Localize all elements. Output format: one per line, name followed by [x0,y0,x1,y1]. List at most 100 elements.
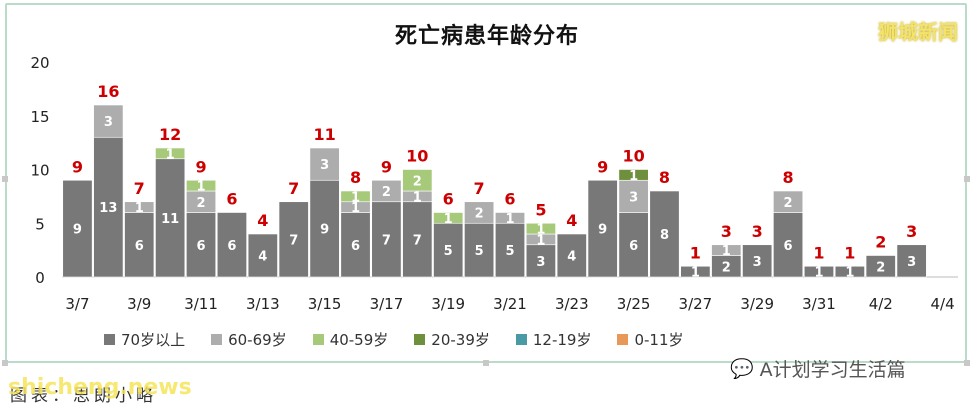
bar-total-label: 9 [195,157,206,176]
segment-value-label: 3 [907,255,916,270]
resize-handle-left[interactable] [2,176,8,182]
segment-value-label: 1 [351,201,360,216]
x-tick-label: 3/31 [802,295,836,313]
resize-handle-bottom-left[interactable] [2,360,8,366]
y-tick-label: 20 [30,54,49,72]
wechat-account-label: A计划学习生活篇 [759,359,906,381]
x-tick-label: 4/2 [869,295,893,313]
bar-total-label: 6 [504,190,515,209]
segment-value-label: 1 [351,190,360,205]
bar-segment [278,201,309,278]
x-tick-label: 3/21 [493,295,527,313]
x-tick-label: 3/9 [127,295,151,313]
bar-segment [711,244,742,256]
bar-segment [618,169,649,181]
segment-value-label: 7 [289,233,298,248]
bar-segment [309,147,340,181]
legend-label: 0-11岁 [634,331,684,349]
y-tick-label: 10 [30,162,49,180]
segment-value-label: 2 [475,207,484,222]
segment-value-label: 8 [660,228,669,243]
legend-swatch [104,334,115,345]
segment-value-label: 5 [444,244,453,259]
bar-total-label: 7 [288,179,299,198]
segment-value-label: 9 [320,223,329,238]
x-tick-label: 3/15 [308,295,342,313]
bar-segment [186,179,217,192]
bar-segment [495,212,525,224]
bar-total-label: 11 [313,125,335,144]
resize-handle-right[interactable] [964,176,970,182]
bar-segment [742,244,773,278]
bar-total-label: 2 [875,233,886,252]
segment-value-label: 7 [382,233,391,248]
bar-segment [124,212,155,278]
segment-value-label: 1 [444,212,453,227]
segment-value-label: 1 [814,266,823,281]
bar-segment [433,222,464,278]
x-tick-label: 3/13 [246,295,280,313]
bar-total-label: 10 [622,147,644,166]
bar-segment [340,212,371,278]
bar-total-label: 4 [566,211,577,230]
segment-value-label: 9 [73,223,82,238]
bar-total-label: 3 [906,222,917,241]
legend-swatch [312,334,324,345]
resize-handle-bottom-right[interactable] [964,360,970,366]
segment-value-label: 6 [135,239,144,254]
legend-item: 0-11岁 [617,329,684,350]
bar-total-label: 7 [474,179,485,198]
bar-segment [803,265,834,278]
bar-segment [340,190,371,203]
bar-segment [124,201,155,213]
legend-item: 12-19岁 [515,329,591,350]
bar-total-label: 9 [597,157,608,176]
segment-value-label: 2 [722,260,731,275]
segment-value-label: 4 [567,250,576,265]
bar-segment [93,104,124,138]
segment-value-label: 6 [197,239,206,254]
bar-total-label: 8 [659,168,670,187]
segment-value-label: 2 [784,196,793,211]
legend-label: 60-69岁 [228,331,287,349]
bar-segment [155,147,186,160]
bar-segment [62,179,93,278]
segment-value-label: 1 [166,147,175,162]
legend-label: 40-59岁 [329,331,389,349]
bar-segment [773,212,804,278]
segment-value-label: 1 [536,223,545,238]
bar-segment [464,222,495,278]
bar-segment [773,190,804,213]
bar-total-label: 10 [406,147,428,166]
x-tick-label: 3/7 [65,295,89,313]
bar-segment [649,190,680,278]
bar-total-label: 12 [159,125,181,144]
x-tick-label: 3/29 [740,295,774,313]
x-tick-label: 3/27 [679,295,713,313]
bar-total-label: 1 [813,243,824,262]
legend-swatch [617,334,629,345]
segment-value-label: 5 [475,244,484,259]
segment-value-label: 3 [536,255,545,270]
resize-handle-bottom[interactable] [483,360,489,366]
bar-segment [402,169,433,192]
x-tick-label: 4/4 [930,295,954,313]
bar-segment [495,222,525,278]
bar-segment [309,179,340,278]
bar-segment [865,255,896,278]
bar-segment [618,179,649,213]
segment-value-label: 2 [197,196,206,211]
x-tick-label: 3/11 [184,295,218,313]
bar-segment [618,212,649,278]
brand-logo: 狮城新闻 [878,20,958,44]
segment-value-label: 3 [629,190,638,205]
segment-value-label: 1 [197,180,206,195]
bar-segment [402,201,433,278]
segment-value-label: 2 [382,185,391,200]
bar-total-label: 3 [752,222,763,241]
legend-label: 20-39岁 [431,331,490,349]
bar-total-label: 4 [257,211,268,230]
bar-total-label: 1 [690,243,701,262]
segment-value-label: 1 [629,169,638,184]
